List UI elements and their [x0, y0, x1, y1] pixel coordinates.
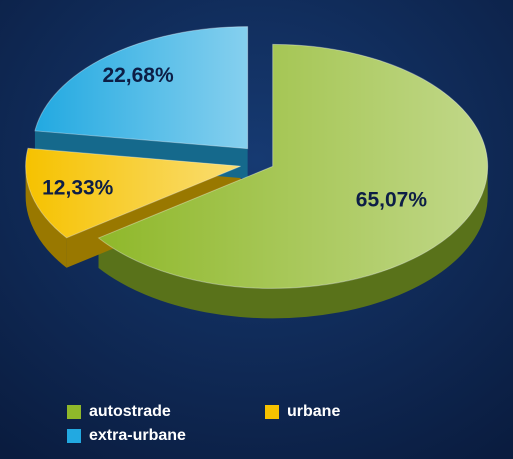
slice-tops: [25, 26, 489, 289]
value-labels: 65,07% 12,33% 22,68%: [42, 64, 427, 211]
legend-swatch: [67, 429, 81, 443]
value-label: 22,68%: [102, 64, 174, 87]
slice-shine: [34, 26, 248, 149]
legend-label: extra-urbane: [89, 427, 186, 444]
slice-shine: [98, 44, 488, 289]
slice-side: [25, 166, 67, 268]
slice-shine: [25, 148, 241, 238]
legend-swatch: [67, 405, 81, 419]
slice-side: [98, 166, 488, 319]
legend: autostrade urbane extra-urbane: [67, 403, 340, 444]
legend-swatch: [265, 405, 279, 419]
legend-label: urbane: [287, 403, 340, 420]
legend-label: autostrade: [89, 403, 171, 420]
value-label: 12,33%: [42, 176, 114, 199]
value-label: 65,07%: [356, 188, 428, 211]
